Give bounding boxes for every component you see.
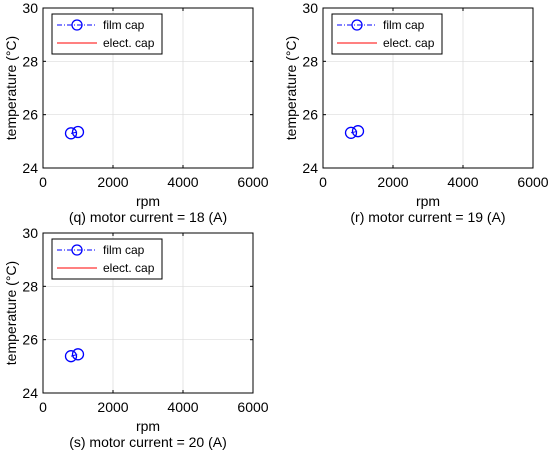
- x-axis-label: rpm: [416, 193, 440, 209]
- legend-swatch-marker: [351, 19, 363, 31]
- y-tick-label: 28: [22, 278, 38, 294]
- x-tick-label: 6000: [237, 399, 268, 415]
- y-tick-label: 28: [22, 53, 38, 69]
- chart-panel-1: 0 2000 4000 6000 24 26 28 30 rpm temperature (°C)…: [3, 0, 269, 225]
- y-tick-label: 26: [22, 107, 38, 123]
- panel-caption: (q) motor current = 18 (A): [69, 209, 227, 225]
- plot-frame: [42, 232, 254, 394]
- legend-entry-label: film cap: [383, 18, 425, 32]
- panel-caption: (r) motor current = 19 (A): [350, 209, 505, 225]
- y-axis-label: temperature (°C): [283, 36, 299, 140]
- legend: film cap elect. cap: [331, 13, 443, 55]
- legend-entry-label: film cap: [103, 18, 145, 32]
- legend-entry-label: film cap: [103, 243, 145, 257]
- chart-panel-2: 0 2000 4000 6000 24 26 28 30 rpm temperature (°C)…: [283, 0, 549, 225]
- x-tick-label: 4000: [167, 174, 198, 190]
- x-axis-label: rpm: [136, 418, 160, 434]
- y-tick-label: 26: [22, 332, 38, 348]
- y-tick-label: 24: [302, 160, 318, 176]
- x-tick-label: 2000: [97, 174, 128, 190]
- data-point-marker: [64, 350, 78, 363]
- panel-caption: (s) motor current = 20 (A): [69, 434, 227, 450]
- data-point-marker: [344, 126, 358, 139]
- legend-swatch-marker: [71, 244, 83, 256]
- x-tick-label: 2000: [377, 174, 408, 190]
- y-tick-label: 24: [22, 160, 38, 176]
- y-tick-label: 26: [302, 107, 318, 123]
- data-point-marker: [71, 125, 85, 139]
- x-tick-label: 4000: [167, 399, 198, 415]
- legend: film cap elect. cap: [51, 238, 163, 280]
- x-tick-label: 6000: [237, 174, 268, 190]
- x-tick-label: 6000: [517, 174, 548, 190]
- legend-swatch-marker: [71, 19, 83, 31]
- x-tick-label: 2000: [97, 399, 128, 415]
- y-tick-label: 24: [22, 385, 38, 401]
- legend: film cap elect. cap: [51, 13, 163, 55]
- x-tick-label: 0: [319, 174, 327, 190]
- legend-entry-label: elect. cap: [103, 261, 155, 275]
- y-tick-label: 30: [22, 0, 38, 16]
- y-axis-label: temperature (°C): [3, 36, 19, 140]
- plot-frame: [322, 7, 534, 169]
- legend-entry-label: elect. cap: [383, 36, 435, 50]
- data-point-marker: [64, 127, 78, 140]
- y-tick-label: 30: [302, 0, 318, 16]
- y-tick-label: 30: [22, 225, 38, 241]
- legend-entry-label: elect. cap: [103, 36, 155, 50]
- legend-box: [51, 13, 163, 55]
- x-axis-label: rpm: [136, 193, 160, 209]
- x-tick-label: 0: [39, 399, 47, 415]
- chart-panel-3: 0 2000 4000 6000 24 26 28 30 rpm temperature (°C)…: [3, 225, 269, 450]
- legend-box: [331, 13, 443, 55]
- x-tick-label: 4000: [447, 174, 478, 190]
- y-tick-label: 28: [302, 53, 318, 69]
- data-point-marker: [351, 125, 365, 138]
- y-axis-label: temperature (°C): [3, 261, 19, 365]
- x-tick-label: 0: [39, 174, 47, 190]
- legend-box: [51, 238, 163, 280]
- plot-frame: [42, 7, 254, 169]
- data-point-marker: [71, 348, 85, 361]
